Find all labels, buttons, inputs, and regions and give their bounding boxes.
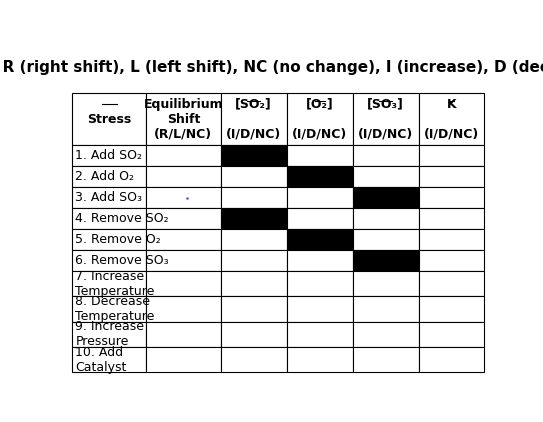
Bar bbox=[220, 93, 287, 145]
Bar bbox=[72, 250, 146, 271]
Bar bbox=[72, 187, 146, 208]
Bar bbox=[352, 250, 419, 271]
Bar bbox=[146, 322, 220, 347]
Bar bbox=[419, 208, 484, 229]
Bar bbox=[72, 229, 146, 250]
Bar bbox=[72, 145, 146, 166]
Bar bbox=[287, 187, 352, 208]
Bar bbox=[72, 271, 146, 296]
Text: 6. Remove SO₃: 6. Remove SO₃ bbox=[75, 254, 169, 267]
Text: 8. Decrease
Temperature: 8. Decrease Temperature bbox=[75, 295, 155, 323]
Bar bbox=[220, 145, 287, 166]
Bar bbox=[146, 250, 220, 271]
Text: 3. Add SO₃: 3. Add SO₃ bbox=[75, 191, 142, 204]
Bar bbox=[146, 187, 220, 208]
Text: K

(I/D/NC): K (I/D/NC) bbox=[424, 97, 479, 141]
Bar bbox=[419, 145, 484, 166]
Bar bbox=[220, 166, 287, 187]
Bar bbox=[146, 347, 220, 372]
Bar bbox=[352, 145, 419, 166]
Bar bbox=[287, 250, 352, 271]
Bar bbox=[419, 322, 484, 347]
Bar bbox=[419, 229, 484, 250]
Bar bbox=[287, 271, 352, 296]
Text: 1. Add SO₂: 1. Add SO₂ bbox=[75, 149, 142, 162]
Text: KEY:  R (right shift), L (left shift), NC (no change), I (increase), D (decrease: KEY: R (right shift), L (left shift), NC… bbox=[0, 60, 543, 76]
Bar bbox=[220, 271, 287, 296]
Bar bbox=[287, 208, 352, 229]
Bar bbox=[220, 229, 287, 250]
Bar bbox=[220, 296, 287, 322]
Bar bbox=[287, 347, 352, 372]
Bar bbox=[146, 166, 220, 187]
Bar bbox=[146, 296, 220, 322]
Bar bbox=[352, 271, 419, 296]
Bar bbox=[220, 187, 287, 208]
Text: [SO₂]

(I/D/NC): [SO₂] (I/D/NC) bbox=[226, 97, 281, 141]
Text: Equilibrium
Shift
(R/L/NC): Equilibrium Shift (R/L/NC) bbox=[143, 97, 223, 141]
Bar bbox=[287, 229, 352, 250]
Text: 4. Remove SO₂: 4. Remove SO₂ bbox=[75, 212, 169, 225]
Text: 10. Add
Catalyst: 10. Add Catalyst bbox=[75, 346, 127, 373]
Text: [O₂]

(I/D/NC): [O₂] (I/D/NC) bbox=[292, 97, 347, 141]
Bar bbox=[352, 347, 419, 372]
Bar bbox=[419, 271, 484, 296]
Bar bbox=[419, 187, 484, 208]
Bar bbox=[287, 322, 352, 347]
Bar bbox=[352, 166, 419, 187]
Bar bbox=[352, 93, 419, 145]
Bar bbox=[72, 322, 146, 347]
Bar bbox=[72, 166, 146, 187]
Bar bbox=[146, 145, 220, 166]
Bar bbox=[287, 145, 352, 166]
Bar bbox=[419, 296, 484, 322]
Bar bbox=[419, 93, 484, 145]
Bar bbox=[287, 296, 352, 322]
Text: 2. Add O₂: 2. Add O₂ bbox=[75, 170, 135, 183]
Bar bbox=[146, 208, 220, 229]
Bar bbox=[146, 271, 220, 296]
Bar bbox=[146, 229, 220, 250]
Bar bbox=[220, 322, 287, 347]
Bar bbox=[72, 296, 146, 322]
Text: Stress: Stress bbox=[87, 113, 131, 126]
Bar bbox=[419, 347, 484, 372]
Bar bbox=[419, 166, 484, 187]
Bar bbox=[72, 208, 146, 229]
Bar bbox=[146, 93, 220, 145]
Text: 5. Remove O₂: 5. Remove O₂ bbox=[75, 233, 161, 246]
Bar bbox=[287, 93, 352, 145]
Bar bbox=[220, 208, 287, 229]
Bar bbox=[220, 347, 287, 372]
Bar bbox=[352, 208, 419, 229]
Bar bbox=[287, 166, 352, 187]
Bar bbox=[220, 250, 287, 271]
Bar bbox=[72, 347, 146, 372]
Bar bbox=[352, 229, 419, 250]
Bar bbox=[352, 322, 419, 347]
Bar bbox=[419, 250, 484, 271]
Bar bbox=[72, 93, 146, 145]
Bar bbox=[352, 296, 419, 322]
Text: 7. Increase
Temperature: 7. Increase Temperature bbox=[75, 270, 155, 298]
Bar bbox=[352, 187, 419, 208]
Text: [SO₃]

(I/D/NC): [SO₃] (I/D/NC) bbox=[358, 97, 413, 141]
Text: 9. Increase
Pressure: 9. Increase Pressure bbox=[75, 320, 144, 348]
